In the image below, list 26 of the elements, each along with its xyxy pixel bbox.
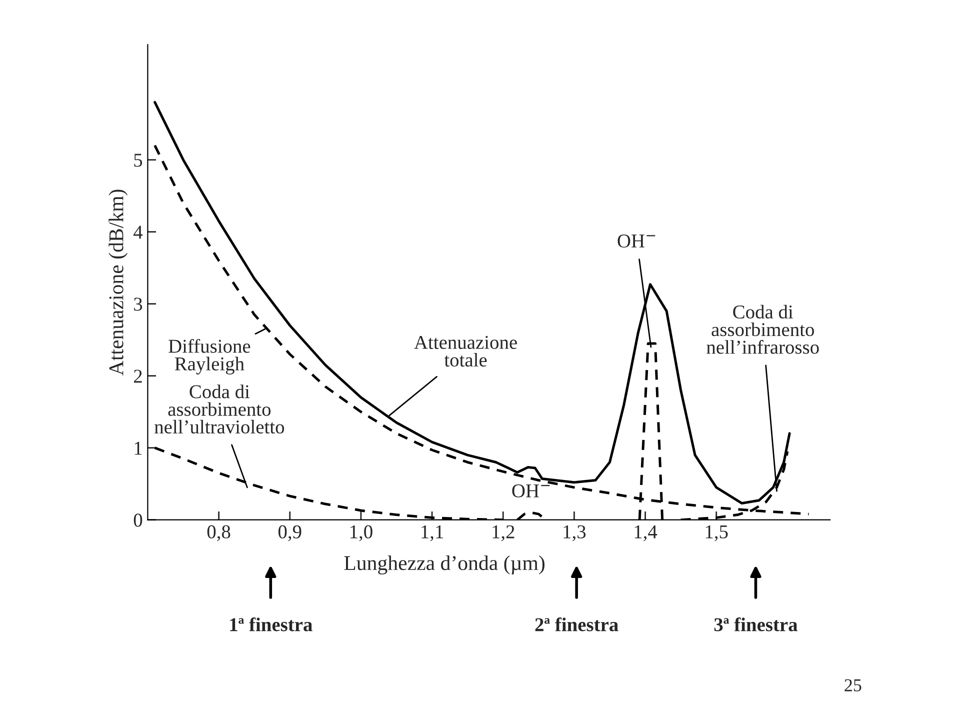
annotation: OH$^{−}$ bbox=[512, 484, 550, 498]
x-tick-label: 1,0 bbox=[350, 525, 372, 542]
x-tick-label: 1,1 bbox=[422, 525, 444, 542]
annotation: Coda di assorbimento nell’ultravioletto bbox=[154, 384, 284, 434]
y-tick-label: 1 bbox=[134, 442, 142, 455]
y-tick-label: 4 bbox=[134, 226, 143, 239]
text: 25 bbox=[844, 679, 862, 692]
x-tick-label: 1,5 bbox=[706, 525, 728, 542]
text: 3ª finestra bbox=[714, 617, 798, 632]
x-tick-label: 1,4 bbox=[634, 525, 658, 542]
x-tick-label: 0,8 bbox=[207, 525, 230, 542]
y-tick-label: 2 bbox=[134, 370, 142, 383]
annotation: OH$^{−}$ bbox=[618, 234, 656, 248]
annotation: Coda di assorbimento nell’infrarosso bbox=[706, 304, 819, 354]
y-tick-label: 3 bbox=[134, 298, 142, 311]
y-tick-label: 5 bbox=[134, 154, 142, 167]
y-axis-title: Attenuazione (dB/km) bbox=[108, 190, 128, 376]
annotation: Attenuazione totale bbox=[414, 336, 517, 367]
x-tick-label: 0,9 bbox=[278, 525, 302, 542]
x-axis-title: Lunghezza d’onda (µm) bbox=[344, 555, 544, 574]
y-tick-label: 0 bbox=[134, 514, 142, 527]
annotation: Diffusione Rayleigh bbox=[168, 338, 250, 374]
x-tick-label: 1,3 bbox=[564, 525, 586, 542]
x-tick-label: 1,2 bbox=[492, 525, 514, 542]
text: 1ª finestra bbox=[230, 617, 312, 632]
text: 2ª finestra bbox=[535, 617, 618, 632]
